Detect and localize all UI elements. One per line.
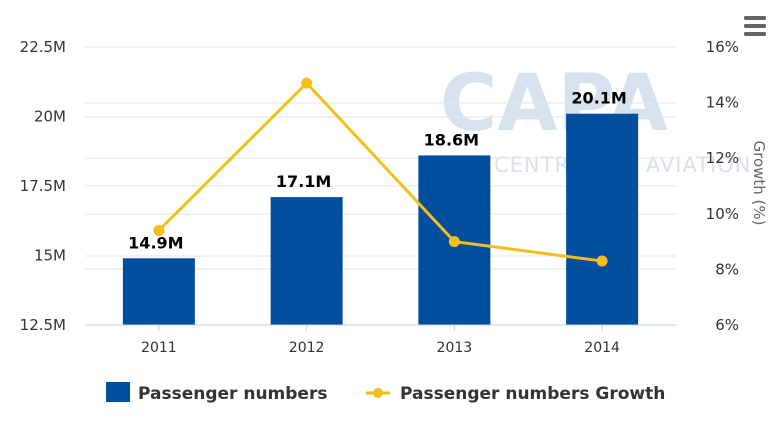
axes: 12.5M 15M 17.5M 20M 22.5M 6% 8% 10% 12% 14% 16% 201… <box>20 38 739 356</box>
x-tick-label: 2012 <box>289 340 325 356</box>
bar-series: 14.9M 17.1M 18.6M 20.1M <box>122 89 639 325</box>
legend-bar-label: Passenger numbers <box>138 384 327 404</box>
y-left-tick-label: 17.5M <box>20 177 66 195</box>
x-tick-label: 2013 <box>437 340 473 356</box>
bar-data-label: 18.6M <box>424 130 479 149</box>
growth-line <box>157 80 603 263</box>
legend-bar-swatch <box>106 382 130 402</box>
y-left-tick-label: 12.5M <box>20 316 66 334</box>
y-left-tick-label: 15M <box>34 247 66 265</box>
y-right-tick-label: 12% <box>706 149 739 167</box>
legend-line-label: Passenger numbers Growth <box>400 384 665 404</box>
legend-line-marker <box>373 388 383 398</box>
bar-data-label: 17.1M <box>276 172 331 191</box>
x-tick-label: 2014 <box>584 340 620 356</box>
bar[interactable] <box>122 258 195 325</box>
bar[interactable] <box>270 197 343 325</box>
growth-point[interactable] <box>596 255 608 267</box>
bar-data-label: 20.1M <box>571 89 626 108</box>
y-right-tick-label: 14% <box>706 94 739 112</box>
y-left-tick-label: 22.5M <box>20 38 66 56</box>
line-series <box>153 77 608 267</box>
bar[interactable] <box>566 113 639 325</box>
y-right-tick-label: 6% <box>715 316 739 334</box>
legend-item-bars[interactable]: Passenger numbers <box>106 382 327 404</box>
growth-point[interactable] <box>301 77 313 89</box>
x-tick-label: 2011 <box>141 340 177 356</box>
y-right-tick-label: 10% <box>706 205 739 223</box>
y-left-tick-label: 20M <box>34 108 66 126</box>
y-right-tick-label: 8% <box>715 260 739 278</box>
y-right-axis-label: Growth (%) <box>750 140 768 225</box>
legend: Passenger numbers Passenger numbers Grow… <box>106 382 665 404</box>
bar-data-label: 14.9M <box>128 233 183 252</box>
hamburger-menu-icon[interactable] <box>744 16 766 36</box>
growth-point[interactable] <box>448 236 460 248</box>
growth-point[interactable] <box>153 224 165 236</box>
legend-item-line[interactable]: Passenger numbers Growth <box>366 384 665 404</box>
y-right-tick-label: 16% <box>706 38 739 56</box>
